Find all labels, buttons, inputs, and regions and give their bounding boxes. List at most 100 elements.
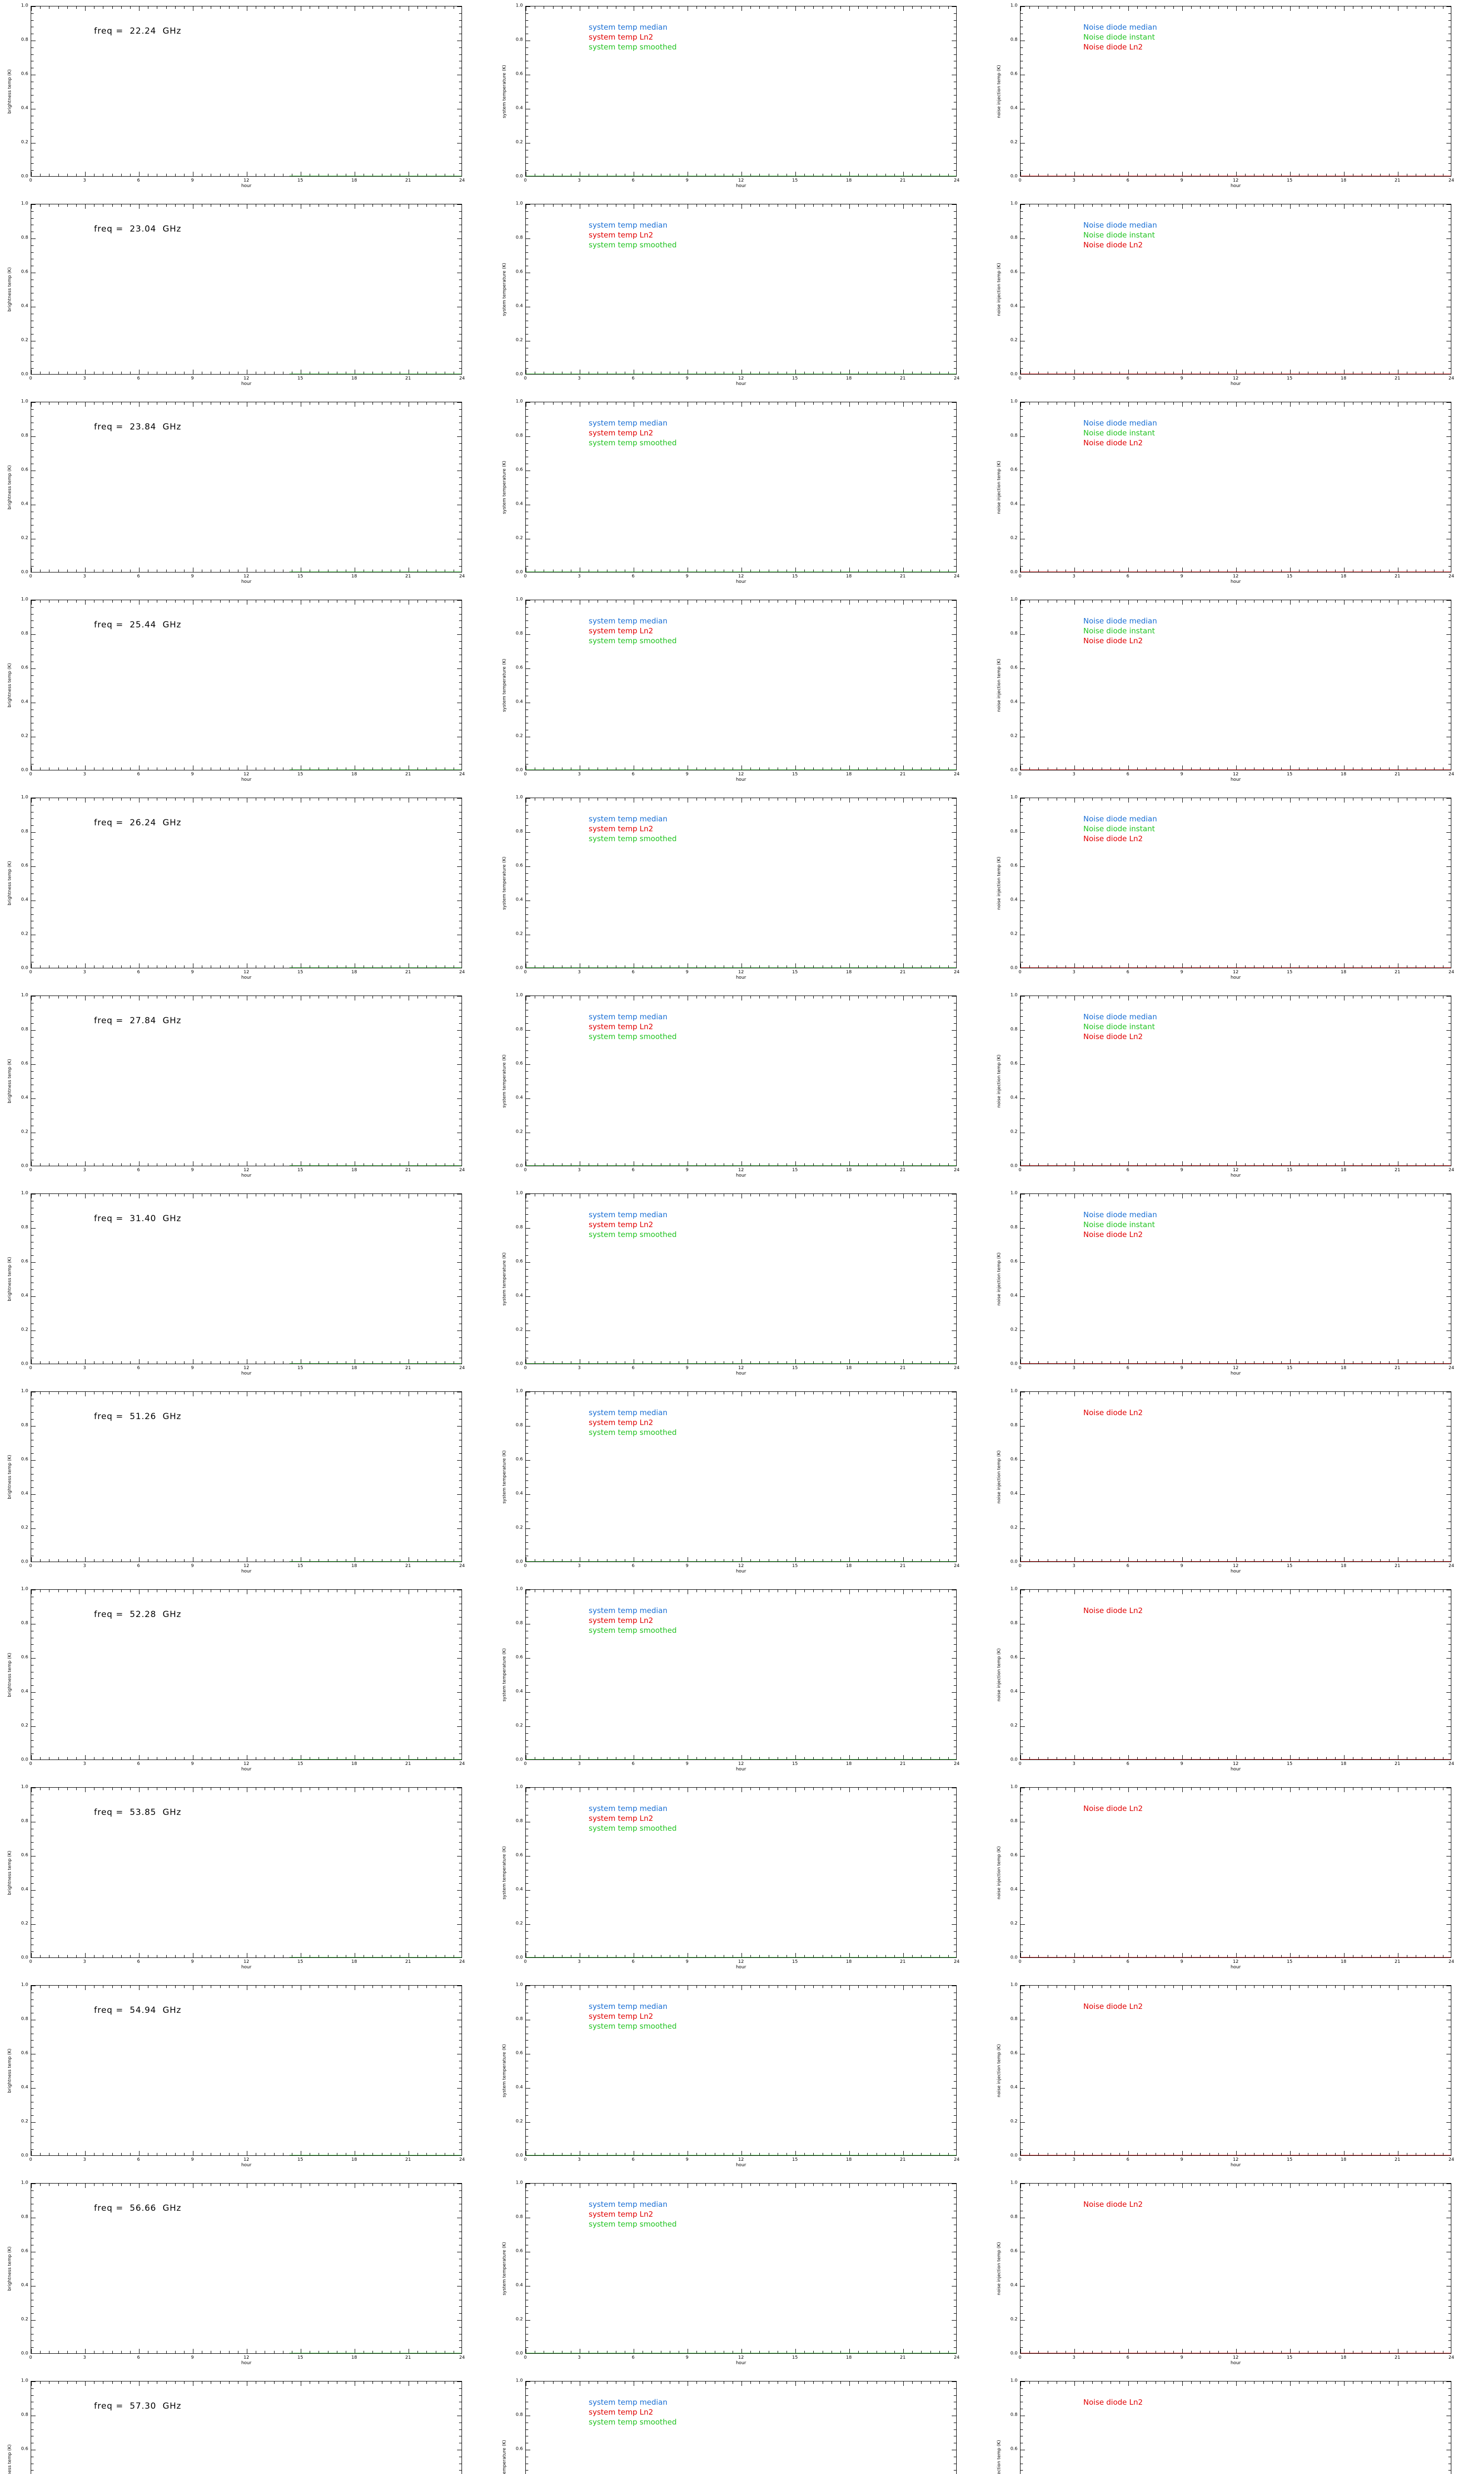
x-tick-label: 12 — [243, 772, 249, 777]
x-axis-title: hour — [525, 976, 957, 980]
y-tick-label: 0.4 — [989, 106, 1018, 111]
y-tick-label: 1.0 — [989, 1389, 1018, 1394]
x-tick-label: 3 — [578, 179, 581, 183]
x-tick-label: 21 — [900, 574, 905, 579]
x-tick-label: 3 — [1072, 970, 1075, 975]
x-tick-label: 6 — [632, 574, 635, 579]
x-tick-label: 24 — [459, 574, 464, 579]
legend-entry: system temp median — [589, 220, 677, 230]
y-tick-label: 0.8 — [495, 434, 523, 438]
freq-label: freq = 25.44 GHz — [94, 621, 182, 629]
plot-panel-systemp: 0 3 6 9 12 15 18 21 24 hour 0.0 0.2 0.4 0.6 0.8 1.0 syst… — [495, 396, 989, 594]
x-tick-label: 3 — [83, 179, 86, 183]
x-tick-label: 21 — [405, 179, 411, 183]
legend-entry: system temp median — [589, 1210, 677, 1220]
y-axis-title: system temperature (K) — [503, 856, 507, 910]
plot-panel-brightness: 0 3 6 9 12 15 18 21 24 hour 0.0 0.2 0.4 0.6 0.8 1.0 brig… — [0, 198, 495, 396]
legend: system temp median system temp Ln2 system … — [589, 616, 677, 646]
x-axis-title: hour — [525, 184, 957, 189]
x-axis-title: hour — [31, 976, 462, 980]
x-tick-label: 9 — [1180, 1762, 1183, 1766]
x-tick-label: 9 — [686, 970, 689, 975]
y-tick-label: 1.0 — [989, 4, 1018, 8]
x-axis-title: hour — [525, 1174, 957, 1178]
y-tick-label: 0.6 — [989, 1062, 1018, 1066]
y-axis-title: brightness temp (K) — [8, 69, 12, 114]
y-tick-label: 0.2 — [495, 338, 523, 343]
x-tick-label: 3 — [83, 1762, 86, 1766]
x-axis-title: hour — [1020, 1174, 1451, 1178]
y-tick-label: 1.0 — [989, 400, 1018, 404]
x-tick-label: 0 — [1019, 1366, 1021, 1371]
y-tick-label: 0.8 — [989, 1621, 1018, 1626]
y-tick-label: 0.4 — [495, 1096, 523, 1100]
y-tick-label: 0.6 — [495, 666, 523, 670]
x-tick-label: 3 — [578, 1168, 581, 1173]
legend: Noise diode median Noise diode instant Noi… — [1083, 1210, 1157, 1239]
x-tick-label: 3 — [83, 772, 86, 777]
x-tick-label: 0 — [1019, 1762, 1021, 1766]
y-tick-label: 0.4 — [989, 898, 1018, 903]
x-tick-label: 15 — [297, 574, 303, 579]
x-tick-label: 15 — [792, 377, 797, 381]
legend-entry: system temp smoothed — [589, 1230, 677, 1239]
y-tick-label: 0.8 — [0, 830, 28, 834]
x-tick-label: 24 — [954, 1168, 959, 1173]
y-tick-label: 1.0 — [989, 994, 1018, 998]
x-tick-label: 3 — [83, 1366, 86, 1371]
x-axis-title: hour — [1020, 976, 1451, 980]
x-tick-label: 18 — [1341, 179, 1346, 183]
x-tick-label: 24 — [954, 1762, 959, 1766]
x-tick-label: 9 — [686, 1762, 689, 1766]
x-axis-title: hour — [31, 382, 462, 386]
plot-panel-noisediode: 0 3 6 9 12 15 18 21 24 hour 0.0 0.2 0.4 0.6 0.8 1.0 nois… — [989, 1385, 1484, 1583]
legend-entry: Noise diode Ln2 — [1083, 1230, 1157, 1239]
y-tick-label: 1.0 — [0, 4, 28, 8]
x-tick-label: 9 — [686, 1564, 689, 1569]
y-tick-label: 0.4 — [0, 1690, 28, 1694]
y-tick-label: 0.4 — [495, 1492, 523, 1496]
y-tick-label: 0.6 — [0, 864, 28, 868]
x-tick-label: 15 — [1287, 179, 1292, 183]
x-tick-label: 21 — [405, 574, 411, 579]
x-tick-label: 18 — [351, 574, 357, 579]
x-tick-label: 3 — [578, 1564, 581, 1569]
legend-entry: system temp median — [589, 1606, 677, 1616]
x-tick-label: 15 — [792, 1366, 797, 1371]
y-axis-title: system temperature (K) — [503, 1648, 507, 1702]
legend: Noise diode median Noise diode instant Noi… — [1083, 220, 1157, 250]
x-axis-title: hour — [31, 1570, 462, 1574]
y-tick-label: 0.4 — [0, 304, 28, 309]
legend-entry: Noise diode Ln2 — [1083, 42, 1157, 52]
x-tick-label: 21 — [405, 1564, 411, 1569]
y-tick-label: 0.4 — [495, 304, 523, 309]
freq-label: freq = 52.28 GHz — [94, 1611, 182, 1619]
legend-entry: system temp Ln2 — [589, 626, 677, 636]
x-tick-label: 12 — [243, 179, 249, 183]
legend-entry: Noise diode instant — [1083, 1220, 1157, 1230]
y-tick-label: 0.8 — [0, 1226, 28, 1230]
x-tick-label: 0 — [524, 1564, 527, 1569]
x-tick-label: 3 — [578, 377, 581, 381]
y-axis-title: system temperature (K) — [503, 65, 507, 118]
y-tick-label: 0.8 — [495, 1424, 523, 1428]
x-tick-label: 12 — [243, 1168, 249, 1173]
y-tick-label: 0.4 — [0, 700, 28, 705]
y-tick-label: 0.0 — [0, 1758, 28, 1762]
x-tick-label: 0 — [29, 1762, 32, 1766]
x-tick-label: 15 — [792, 574, 797, 579]
legend-entry: system temp Ln2 — [589, 1418, 677, 1427]
x-tick-label: 18 — [1341, 772, 1346, 777]
x-tick-label: 15 — [792, 970, 797, 975]
legend-entry: Noise diode median — [1083, 418, 1157, 428]
x-tick-label: 12 — [738, 1564, 743, 1569]
x-tick-label: 18 — [351, 1366, 357, 1371]
x-tick-label: 3 — [83, 1564, 86, 1569]
x-tick-label: 12 — [738, 1366, 743, 1371]
x-tick-label: 0 — [1019, 1168, 1021, 1173]
x-tick-label: 21 — [1394, 970, 1400, 975]
y-tick-label: 0.6 — [989, 1656, 1018, 1660]
x-tick-label: 6 — [137, 1366, 140, 1371]
freq-label: freq = 23.84 GHz — [94, 423, 182, 431]
y-tick-label: 0.0 — [989, 1758, 1018, 1762]
